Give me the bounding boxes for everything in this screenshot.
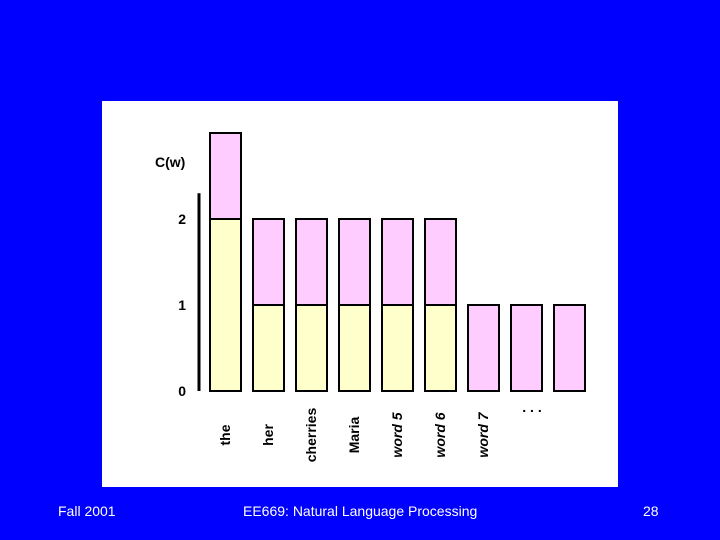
bar-segment-upper — [553, 304, 586, 392]
y-tick-label: 0 — [178, 383, 186, 399]
ellipsis-label: . . . — [522, 399, 541, 415]
footer-date: Fall 2001 — [58, 503, 116, 519]
bar-segment-upper — [424, 218, 457, 306]
frequency-chart: the her cherries Maria word 5 word 6 word 7 0 1 2… — [155, 132, 586, 462]
bar-segment-upper — [510, 304, 543, 392]
bar-segment-upper — [209, 132, 242, 220]
bar-segment-upper — [252, 218, 285, 306]
footer-course-title: EE669: Natural Language Processing — [243, 503, 478, 519]
y-tick-label: 2 — [178, 211, 186, 227]
category-label: word 6 — [432, 412, 448, 457]
figure-panel: the her cherries Maria word 5 word 6 word 7 0 1 2… — [102, 101, 618, 487]
category-label: word 7 — [475, 411, 491, 457]
category-label: word 5 — [389, 412, 405, 457]
bar-segment-lower — [209, 218, 242, 392]
category-label: Maria — [346, 417, 362, 454]
bar-segment-lower — [424, 304, 457, 392]
y-tick-label: 1 — [178, 297, 186, 313]
bar-segment-lower — [295, 304, 328, 392]
bar-segment-lower — [252, 304, 285, 392]
bars-layer — [209, 132, 586, 392]
category-label: the — [217, 424, 233, 445]
bar-segment-lower — [381, 304, 414, 392]
bar-segment-upper — [381, 218, 414, 306]
labels-layer: the her cherries Maria word 5 word 6 word 7 0 1 2… — [155, 154, 542, 462]
bar-segment-upper — [467, 304, 500, 392]
bar-segment-lower — [338, 304, 371, 392]
category-label: her — [260, 424, 276, 446]
y-axis-label: C(w) — [155, 154, 185, 170]
footer-page-number: 28 — [643, 503, 659, 519]
category-label: cherries — [303, 408, 319, 463]
bar-segment-upper — [295, 218, 328, 306]
bar-segment-upper — [338, 218, 371, 306]
